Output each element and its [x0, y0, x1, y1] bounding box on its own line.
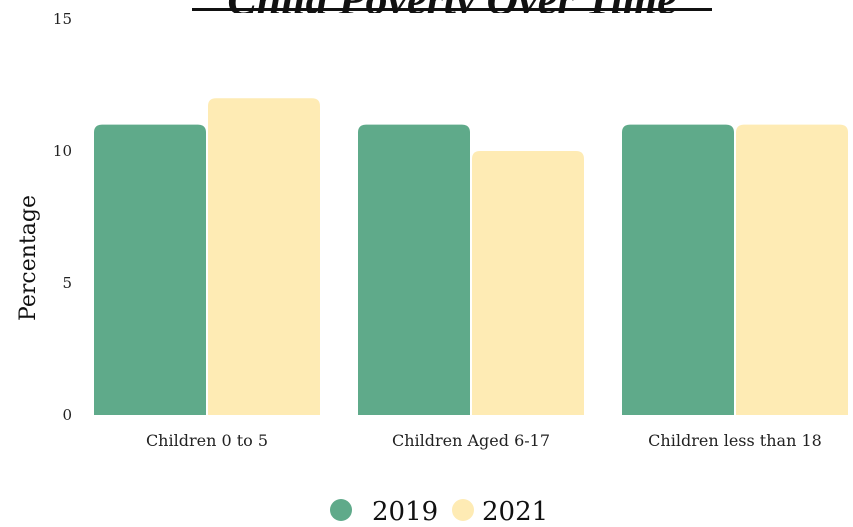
- bar-2019-1[interactable]: [94, 124, 206, 415]
- bar-2019-2[interactable]: [358, 124, 470, 415]
- legend[interactable]: 2019 2021: [330, 497, 548, 527]
- y-tick-label: 10: [53, 142, 72, 160]
- x-category-label: Children less than 18: [648, 431, 822, 450]
- bar-2021-3[interactable]: [736, 124, 848, 415]
- chart-title: Child Poverty Over Time: [227, 0, 676, 24]
- bar-2021-2[interactable]: [472, 151, 584, 415]
- y-axis-ticks: 0 5 10 15: [53, 10, 72, 424]
- bar-2019-3[interactable]: [622, 124, 734, 415]
- legend-label-2021[interactable]: 2021: [482, 497, 548, 527]
- legend-marker-2019[interactable]: [330, 499, 352, 521]
- y-tick-label: 15: [53, 10, 72, 28]
- y-tick-label: 5: [62, 274, 72, 292]
- legend-marker-2021[interactable]: [452, 499, 474, 521]
- bar-2021-1[interactable]: [208, 98, 320, 415]
- x-category-label: Children Aged 6-17: [392, 431, 550, 450]
- x-category-label: Children 0 to 5: [146, 431, 268, 450]
- x-axis-ticks: Children 0 to 5 Children Aged 6-17 Childre…: [146, 431, 822, 450]
- bars-group: [94, 98, 848, 415]
- y-axis-label: Percentage: [16, 195, 41, 321]
- y-tick-label: 0: [62, 406, 72, 424]
- legend-label-2019[interactable]: 2019: [372, 497, 438, 527]
